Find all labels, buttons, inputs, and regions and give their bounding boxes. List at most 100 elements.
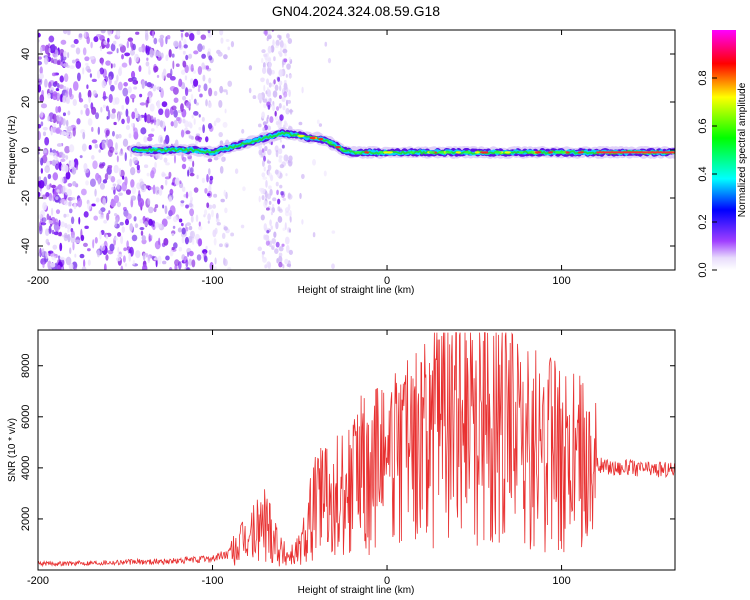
noise-speck [180, 32, 184, 38]
noise-speck [262, 66, 267, 75]
noise-speck [116, 155, 119, 163]
noise-speck [72, 127, 76, 137]
noise-speck [88, 144, 92, 150]
noise-speck [230, 232, 235, 237]
noise-speck [181, 186, 186, 193]
snr-x-tick-label: 0 [384, 575, 390, 587]
noise-speck [91, 106, 97, 115]
noise-speck [198, 126, 202, 131]
noise-speck [261, 49, 266, 54]
noise-speck [184, 32, 189, 38]
noise-speck [278, 94, 282, 100]
noise-speck [100, 243, 106, 252]
noise-speck [114, 80, 118, 85]
noise-speck [215, 117, 221, 123]
noise-speck [60, 39, 67, 45]
noise-speck [206, 192, 211, 197]
noise-speck [98, 209, 102, 215]
noise-speck [137, 114, 142, 121]
noise-speck [116, 201, 121, 208]
noise-speck [139, 181, 145, 189]
noise-speck [115, 134, 119, 140]
noise-speck [61, 234, 64, 238]
noise-speck [68, 208, 73, 214]
noise-speck [148, 94, 152, 104]
noise-speck [184, 120, 190, 128]
noise-speck [108, 210, 111, 215]
noise-speck [196, 254, 202, 261]
noise-speck [278, 148, 283, 155]
noise-speck [263, 103, 267, 109]
noise-speck [263, 223, 268, 231]
noise-speck [266, 116, 269, 124]
noise-speck [124, 262, 128, 267]
noise-speck [195, 102, 199, 106]
noise-speck [146, 172, 150, 177]
noise-speck [265, 240, 270, 246]
noise-speck [215, 212, 219, 220]
noise-speck [198, 84, 201, 89]
noise-speck [52, 244, 58, 250]
noise-speck [287, 38, 293, 45]
noise-speck [287, 203, 291, 211]
noise-speck [286, 63, 291, 70]
noise-speck [83, 162, 88, 171]
noise-speck [261, 58, 264, 64]
noise-speck [122, 87, 129, 97]
noise-speck [135, 250, 141, 259]
noise-speck [272, 197, 277, 202]
noise-speck [182, 50, 186, 55]
noise-speck [198, 221, 201, 227]
noise-speck [108, 75, 112, 86]
spectrogram-x-tick-label: 0 [384, 275, 390, 287]
noise-speck [156, 51, 162, 58]
noise-speck [265, 207, 270, 211]
noise-speck [67, 234, 71, 243]
noise-speck [145, 45, 148, 54]
spectrogram-y-tick-label: 0 [20, 147, 32, 153]
noise-speck [219, 166, 224, 174]
noise-speck [279, 164, 285, 169]
noise-speck [275, 39, 280, 47]
noise-speck [72, 99, 77, 106]
noise-speck [204, 187, 208, 194]
noise-speck [226, 266, 232, 270]
noise-speck [144, 30, 149, 38]
noise-speck [134, 53, 140, 63]
noise-speck [156, 99, 161, 109]
noise-speck [182, 95, 187, 101]
noise-speck [55, 196, 59, 201]
noise-speck [38, 32, 41, 38]
noise-speck [110, 113, 116, 120]
noise-speck [288, 155, 293, 162]
noise-speck [266, 37, 269, 42]
noise-speck [136, 164, 140, 171]
noise-speck [241, 128, 245, 134]
noise-speck [113, 121, 117, 126]
noise-speck [278, 69, 284, 77]
noise-speck [67, 229, 70, 233]
noise-speck [57, 255, 61, 260]
noise-speck [118, 167, 122, 177]
noise-speck [51, 72, 57, 77]
noise-speck [213, 266, 217, 270]
noise-speck [107, 175, 113, 179]
noise-speck [261, 195, 265, 201]
noise-speck [83, 30, 87, 38]
noise-speck [187, 251, 190, 258]
noise-speck [298, 121, 303, 126]
noise-speck [193, 50, 199, 55]
noise-speck [174, 263, 178, 270]
noise-speck [200, 34, 207, 40]
spectrogram-y-tick-label: 40 [20, 48, 32, 60]
noise-speck [209, 178, 213, 185]
colorbar-label: Normalized spectral amplitude [737, 82, 748, 217]
noise-speck [240, 224, 245, 229]
noise-speck [147, 198, 151, 205]
noise-speck [72, 241, 75, 251]
noise-speck [38, 56, 42, 60]
noise-speck [148, 65, 151, 72]
noise-speck [83, 104, 89, 109]
noise-speck [38, 156, 41, 162]
signal-ridge-hotspot [474, 151, 480, 154]
